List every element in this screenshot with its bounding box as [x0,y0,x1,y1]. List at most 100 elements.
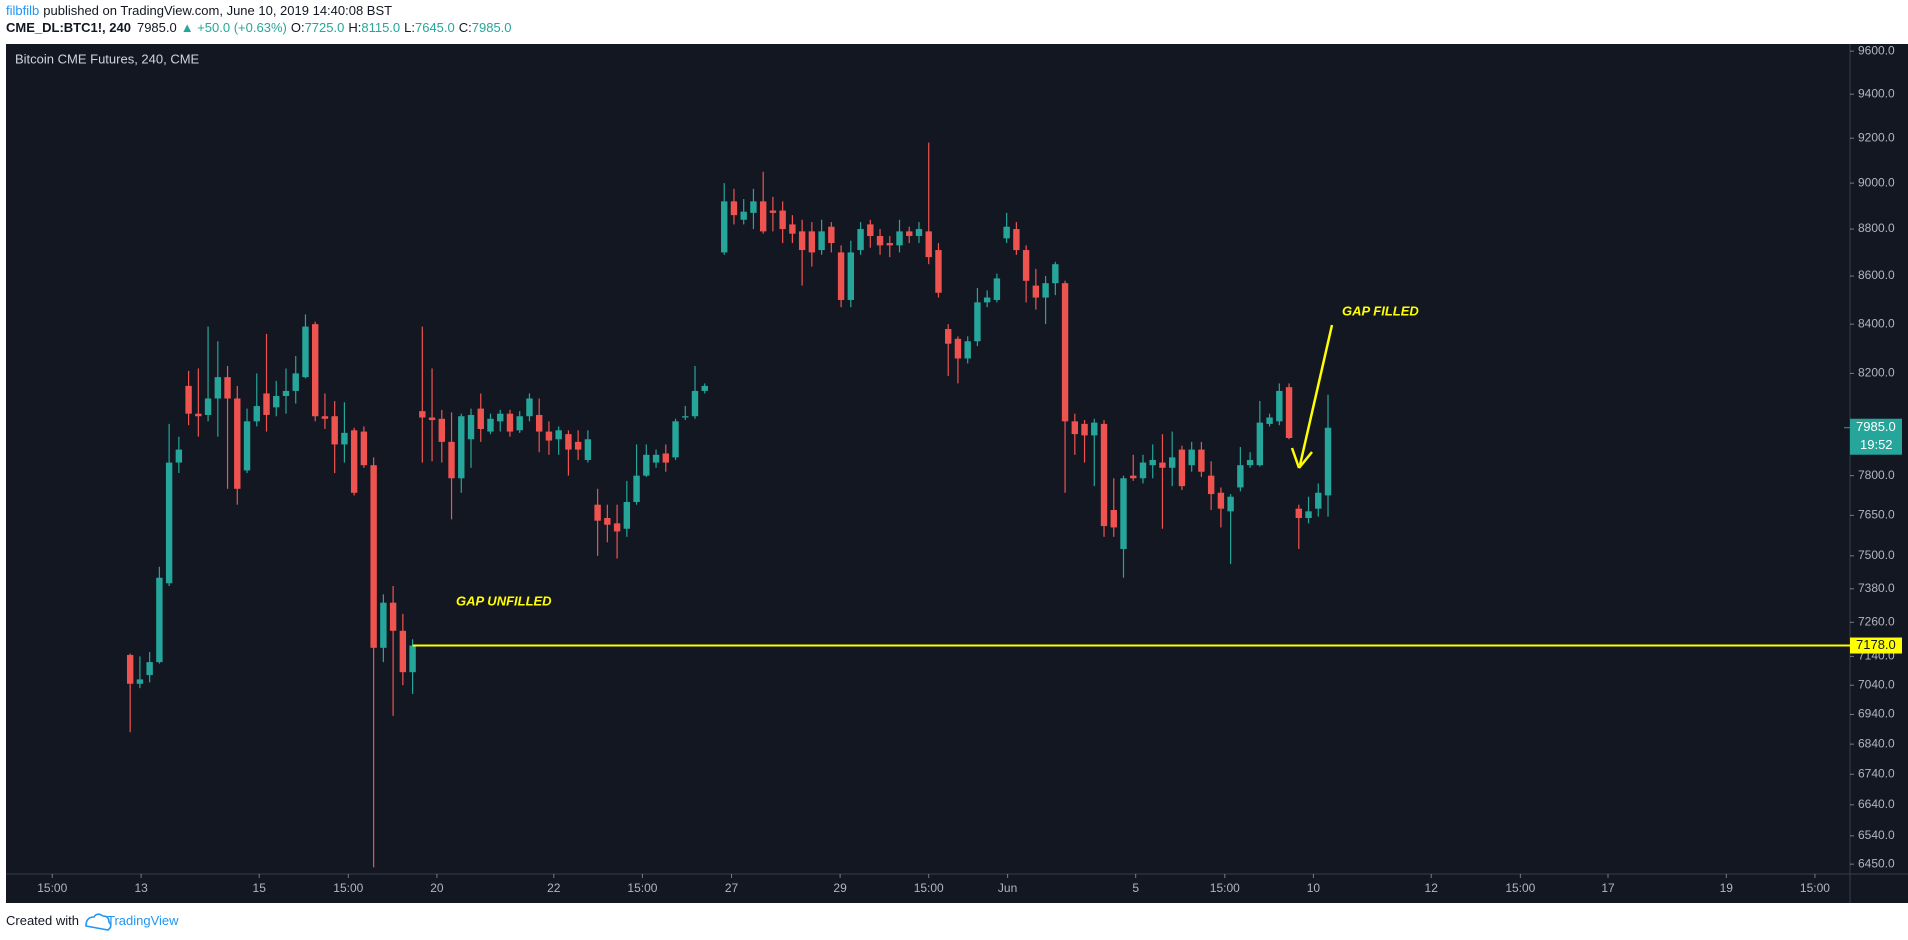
candle-body [1295,508,1302,519]
candle-body [1081,423,1088,436]
last-price-box [1850,418,1902,455]
candle-body [243,421,251,471]
x-tick-label: 22 [547,881,561,895]
candle-body [565,434,572,450]
candle-body [165,462,173,584]
brand-logo [85,913,112,931]
candle-body [1149,459,1156,466]
candle-body [214,377,222,399]
brand[interactable]: TradingView [107,913,179,928]
candle-body [126,654,134,684]
symbol: CME_DL:BTC1!, 240 [6,20,131,35]
candle-body [156,577,163,663]
candle-body [750,201,757,213]
candle-body [974,302,981,342]
candle-body [506,413,514,432]
candle-body [1139,462,1147,479]
ohlc-value: 7725.0 [305,20,345,35]
x-tick-label: 15:00 [333,881,363,895]
candle-body [925,231,932,258]
candle-body [195,413,202,417]
candle-body [399,630,407,673]
candle-body [1276,390,1283,422]
y-tick-label: 6940.0 [1858,707,1895,721]
candle-body [769,210,777,213]
y-tick-label: 6740.0 [1858,766,1895,780]
annotation: GAP FILLED [1342,303,1419,318]
candle-body [292,373,299,391]
ohlc-label: L: [404,20,415,35]
candle-body [1305,511,1312,519]
y-tick-label: 6450.0 [1858,856,1895,870]
candle-body [370,465,377,648]
candle-body [535,414,543,432]
candle-body [954,338,962,359]
x-tick-label: 15:00 [627,881,657,895]
x-tick-label: 15:00 [1505,881,1535,895]
candle-body [1120,478,1127,550]
candle-body [204,398,212,415]
candle-body [1256,422,1264,466]
candle-body [311,324,319,417]
x-tick-label: 12 [1425,881,1439,895]
candle-body [662,453,669,463]
candle-body [643,454,650,476]
candle-body [808,231,816,253]
y-tick-label: 6540.0 [1858,828,1895,842]
candle-body [837,252,845,300]
y-tick-label: 7500.0 [1858,548,1895,562]
ohlc-value: 7985.0 [472,20,512,35]
countdown: 19:52 [1860,437,1893,452]
candle-body [224,377,231,399]
candle-body [1013,229,1020,251]
candle-body [302,326,309,378]
candle-body [477,408,484,430]
candle-body [428,417,436,421]
candle-body [1061,283,1069,422]
arrow-shaft [1298,324,1334,466]
ohlc-label: C: [459,20,472,35]
symbol-line: CME_DL:BTC1!, 240 7985.0 ▲ +50.0 (+0.63%) O… [6,20,512,35]
y-tick-label: 7040.0 [1858,677,1895,691]
candle-body [497,413,504,422]
candle-body [779,210,786,230]
candle-body [409,645,416,673]
candle-body [175,449,183,463]
candle-body [682,416,689,418]
candle-body [789,224,796,234]
y-tick-label: 7380.0 [1858,581,1895,595]
x-tick-label: 19 [1720,881,1734,895]
candle-body [672,421,679,458]
candle-body [1246,459,1254,466]
x-tick-label: 5 [1132,881,1139,895]
x-tick-label: 15:00 [914,881,944,895]
price: 7985.0 [137,20,177,35]
candle-body [1227,496,1234,512]
candle-body [321,416,329,419]
candle-body [1110,510,1117,528]
candle-body [545,431,553,441]
candle-body [1207,475,1215,495]
y-tick-label: 8800.0 [1858,221,1895,235]
candle-body [360,431,368,466]
candle-body [1168,457,1176,468]
candle-body [993,278,1001,300]
candle-body [1071,421,1079,435]
y-tick-label: 6640.0 [1858,797,1895,811]
candle-body [1178,449,1186,487]
author[interactable]: filbfilb [6,3,39,18]
candle-body [389,602,397,631]
candle-body [759,201,767,232]
candle-body [263,393,270,415]
candle-body [594,504,601,521]
candle-body [1052,264,1059,284]
ohlc-label: H: [348,20,361,35]
candle-body [467,414,475,440]
candle-body [1315,492,1322,509]
x-tick-label: Jun [998,881,1017,895]
gap-label: 7178.0 [1856,637,1896,652]
candle-body [341,432,348,445]
candle-body [1130,475,1137,479]
candle-body [234,398,241,489]
